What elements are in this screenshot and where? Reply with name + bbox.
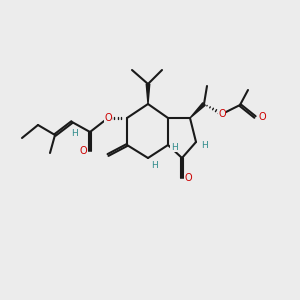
Text: H: H: [171, 142, 177, 152]
Polygon shape: [190, 103, 205, 118]
Polygon shape: [146, 84, 150, 104]
Text: O: O: [184, 173, 192, 183]
Text: O: O: [258, 112, 266, 122]
Text: O: O: [218, 109, 226, 119]
Text: O: O: [104, 113, 112, 123]
Text: H: H: [70, 128, 77, 137]
Text: H: H: [152, 160, 158, 169]
Text: O: O: [79, 146, 87, 156]
Text: H: H: [201, 140, 207, 149]
